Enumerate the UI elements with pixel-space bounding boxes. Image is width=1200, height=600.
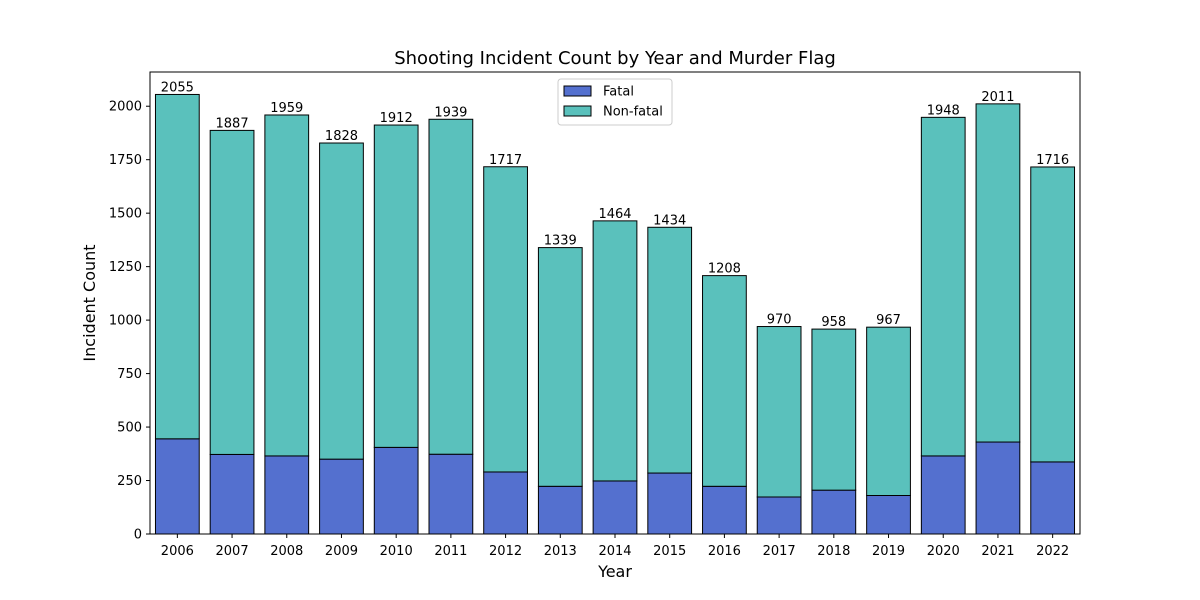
bar-fatal-2009 <box>319 458 364 535</box>
total-label-2006: 2055 <box>161 80 194 95</box>
bar-labels-layer: 2055 1887 1959 1828 1912 1939 1717 1339 1464 1434… <box>161 80 1069 330</box>
x-tick-label-2019: 2019 <box>872 544 905 559</box>
legend-swatch-non-fatal <box>563 105 592 117</box>
total-label-2014: 1464 <box>598 207 631 222</box>
bar-non-fatal-2008 <box>264 114 310 457</box>
bar-non-fatal-2021 <box>975 103 1021 443</box>
y-tick-label-500: 500 <box>117 421 142 436</box>
x-tick-label-2007: 2007 <box>216 544 249 559</box>
bar-fatal-2020 <box>920 455 966 535</box>
x-tick-label-2014: 2014 <box>598 544 631 559</box>
x-tick-label-2012: 2012 <box>489 544 522 559</box>
total-label-2015: 1434 <box>653 213 686 228</box>
bar-fatal-2014 <box>592 480 638 535</box>
y-axis: 0 250 500 750 1000 1250 1500 1750 2000 <box>109 100 150 543</box>
y-tick-label-1000: 1000 <box>109 314 142 329</box>
bar-non-fatal-2014 <box>592 220 638 482</box>
total-label-2018: 958 <box>821 315 846 330</box>
legend: Fatal Non-fatal <box>557 78 673 126</box>
bar-non-fatal-2020 <box>920 116 966 457</box>
total-label-2020: 1948 <box>927 103 960 118</box>
total-label-2010: 1912 <box>380 111 413 126</box>
y-tick-label-0: 0 <box>134 528 142 543</box>
x-axis-title: Year <box>597 562 632 581</box>
y-tick-label-1250: 1250 <box>109 260 142 275</box>
x-tick-label-2021: 2021 <box>981 544 1014 559</box>
bar-non-fatal-2006 <box>154 93 200 440</box>
bar-fatal-2016 <box>702 485 747 535</box>
y-tick-label-2000: 2000 <box>109 100 142 115</box>
y-tick-label-250: 250 <box>117 474 142 489</box>
y-tick-label-750: 750 <box>117 367 142 382</box>
legend-label-non-fatal: Non-fatal <box>603 105 663 120</box>
bar-non-fatal-2018 <box>811 328 857 491</box>
bar-non-fatal-2019 <box>866 326 911 497</box>
total-label-2022: 1716 <box>1036 153 1069 168</box>
bar-non-fatal-2009 <box>319 142 364 460</box>
bar-non-fatal-2015 <box>647 226 693 474</box>
total-label-2019: 967 <box>876 313 901 328</box>
bar-fatal-2013 <box>537 485 583 535</box>
x-tick-label-2020: 2020 <box>927 544 960 559</box>
bar-non-fatal-2013 <box>537 247 583 487</box>
bar-fatal-2012 <box>483 471 528 535</box>
total-label-2008: 1959 <box>270 101 303 116</box>
x-tick-label-2015: 2015 <box>653 544 686 559</box>
bar-non-fatal-2016 <box>702 275 747 487</box>
bar-fatal-2011 <box>428 453 474 535</box>
y-tick-label-1750: 1750 <box>109 153 142 168</box>
total-label-2021: 2011 <box>981 90 1014 105</box>
legend-label-fatal: Fatal <box>603 85 634 100</box>
bars-layer <box>154 93 1076 535</box>
bar-non-fatal-2022 <box>1030 166 1076 463</box>
y-axis-title: Incident Count <box>80 244 99 361</box>
y-tick-label-1500: 1500 <box>109 207 142 222</box>
x-tick-label-2016: 2016 <box>708 544 741 559</box>
x-tick-label-2018: 2018 <box>817 544 850 559</box>
bar-non-fatal-2011 <box>428 118 474 455</box>
bar-non-fatal-2010 <box>373 124 419 448</box>
total-label-2013: 1339 <box>544 234 577 249</box>
legend-swatch-fatal <box>563 85 592 97</box>
x-tick-label-2013: 2013 <box>544 544 577 559</box>
bar-fatal-2017 <box>756 496 802 535</box>
x-tick-label-2017: 2017 <box>763 544 796 559</box>
bar-non-fatal-2007 <box>209 129 255 455</box>
bar-fatal-2021 <box>975 441 1021 535</box>
chart-title: Shooting Incident Count by Year and Murd… <box>394 48 836 69</box>
x-tick-label-2022: 2022 <box>1036 544 1069 559</box>
bar-fatal-2019 <box>866 495 911 535</box>
bar-fatal-2022 <box>1030 461 1076 535</box>
total-label-2017: 970 <box>767 313 792 328</box>
x-tick-label-2008: 2008 <box>270 544 303 559</box>
bar-fatal-2007 <box>209 453 255 535</box>
total-label-2012: 1717 <box>489 153 522 168</box>
x-tick-label-2010: 2010 <box>380 544 413 559</box>
bar-fatal-2018 <box>811 489 857 535</box>
total-label-2011: 1939 <box>434 105 467 120</box>
x-axis: 2006 2007 2008 2009 2010 2011 2012 2013 2014 2015… <box>161 534 1069 559</box>
x-tick-label-2006: 2006 <box>161 544 194 559</box>
x-tick-label-2011: 2011 <box>434 544 467 559</box>
bar-non-fatal-2012 <box>483 166 528 473</box>
bar-fatal-2010 <box>373 446 419 535</box>
total-label-2016: 1208 <box>708 262 741 277</box>
total-label-2007: 1887 <box>216 116 249 131</box>
bar-fatal-2015 <box>647 472 693 535</box>
total-label-2009: 1828 <box>325 129 358 144</box>
bar-fatal-2008 <box>264 455 310 535</box>
bar-fatal-2006 <box>154 438 200 535</box>
bar-non-fatal-2017 <box>756 326 802 498</box>
x-tick-label-2009: 2009 <box>325 544 358 559</box>
